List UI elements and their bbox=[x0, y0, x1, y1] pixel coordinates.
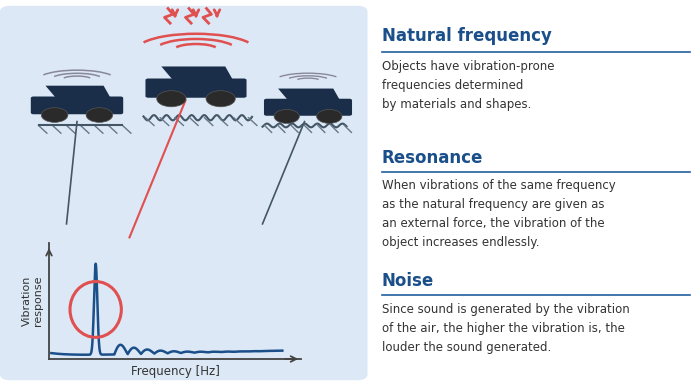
FancyBboxPatch shape bbox=[264, 99, 352, 116]
Text: When vibrations of the same frequency
as the natural frequency are given as
an e: When vibrations of the same frequency as… bbox=[382, 179, 615, 249]
Circle shape bbox=[206, 91, 235, 107]
Circle shape bbox=[274, 110, 300, 124]
Polygon shape bbox=[162, 66, 233, 80]
Circle shape bbox=[157, 91, 186, 107]
Circle shape bbox=[316, 110, 342, 124]
Text: Noise: Noise bbox=[382, 272, 434, 290]
FancyBboxPatch shape bbox=[0, 6, 368, 380]
FancyBboxPatch shape bbox=[146, 78, 246, 98]
Polygon shape bbox=[46, 86, 111, 98]
FancyBboxPatch shape bbox=[31, 96, 123, 114]
Circle shape bbox=[86, 108, 113, 122]
Text: Natural frequency: Natural frequency bbox=[382, 27, 552, 45]
X-axis label: Frequency [Hz]: Frequency [Hz] bbox=[131, 364, 219, 378]
Polygon shape bbox=[278, 88, 340, 100]
Text: Objects have vibration-prone
frequencies determined
by materials and shapes.: Objects have vibration-prone frequencies… bbox=[382, 60, 554, 111]
Text: Since sound is generated by the vibration
of the air, the higher the vibration i: Since sound is generated by the vibratio… bbox=[382, 303, 629, 354]
Text: Resonance: Resonance bbox=[382, 149, 483, 167]
Circle shape bbox=[41, 108, 68, 122]
Y-axis label: Vibration
response: Vibration response bbox=[22, 276, 43, 326]
